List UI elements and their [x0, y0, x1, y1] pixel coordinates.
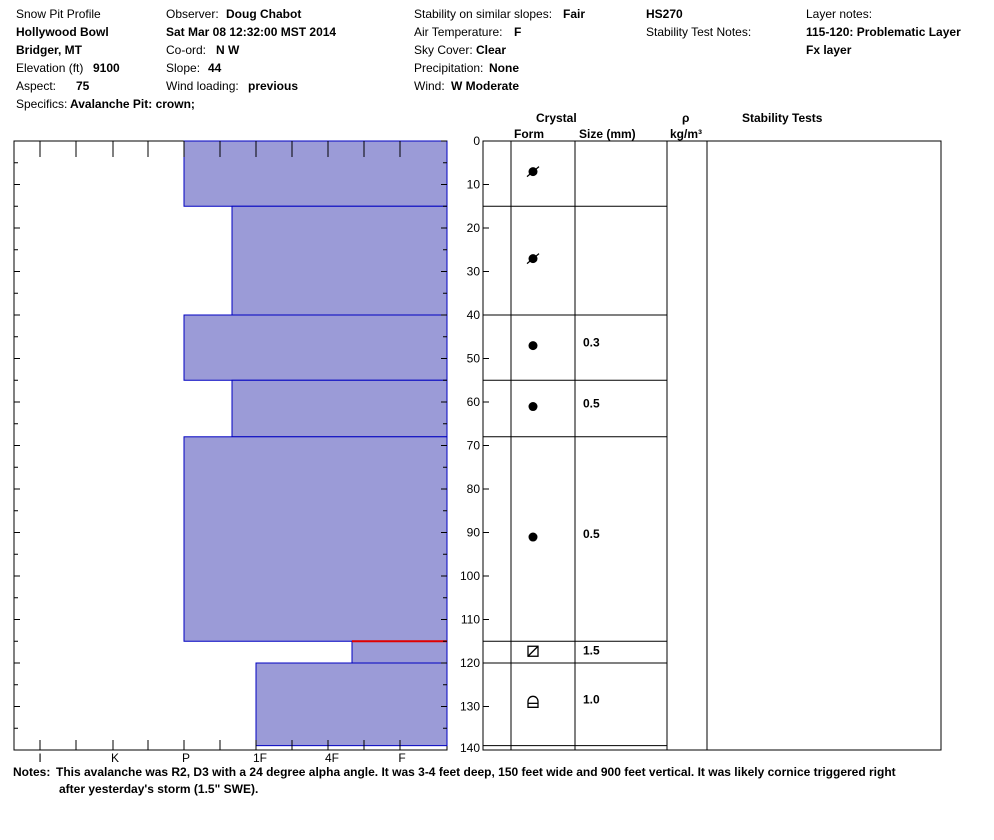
grain-size-4: 0.5 [583, 527, 600, 541]
hardness-bar-5 [351, 640, 448, 664]
air-temp-value: F [514, 25, 522, 39]
form-symbol-faceted-5 [527, 645, 539, 657]
size-header: Size (mm) [579, 127, 636, 141]
grain-size-6: 1.0 [583, 692, 600, 706]
hardness-bar-2 [183, 314, 448, 381]
hardness-label-F: F [398, 751, 405, 765]
hardness-bar-6 [255, 662, 448, 747]
table-layers: 0.3 0.5 0.5 1.5 1.0 [483, 166, 667, 747]
depth-label-40: 40 [467, 308, 481, 322]
wind-loading-value: previous [248, 79, 299, 93]
hs-value: HS270 [646, 7, 683, 21]
layer-note-1: 115-120: Problematic Layer [806, 25, 961, 39]
form-symbol-rounded-4 [528, 532, 538, 542]
slope-value: 44 [208, 61, 222, 75]
rho-header: ρ [682, 111, 690, 125]
hardness-bar-4 [183, 436, 448, 642]
hardness-label-P: P [182, 751, 190, 765]
depth-label-140: 140 [460, 741, 480, 755]
grain-size-5: 1.5 [583, 643, 600, 657]
sky-value: Clear [476, 43, 507, 57]
profile-label: Snow Pit Profile [16, 7, 101, 21]
aspect-label: Aspect: [16, 79, 57, 93]
depth-label-130: 130 [460, 700, 480, 714]
depth-label-120: 120 [460, 656, 480, 670]
elevation-label: Elevation (ft) [16, 61, 84, 75]
stability-value: Fair [563, 7, 586, 21]
form-symbol-slash-1 [526, 253, 540, 265]
depth-label-30: 30 [467, 265, 481, 279]
air-temp-label: Air Temperature: [414, 25, 503, 39]
form-symbol-rounded-3 [528, 402, 538, 412]
depth-label-10: 10 [467, 178, 481, 192]
slope-label: Slope: [166, 61, 201, 75]
depth-label-20: 20 [467, 221, 481, 235]
crystal-header: Crystal [536, 111, 577, 125]
hardness-ticks: I K P 1F 4F F [38, 141, 406, 765]
location: Hollywood Bowl [16, 25, 109, 39]
grain-size-2: 0.3 [583, 336, 600, 350]
depth-label-0: 0 [473, 134, 480, 148]
form-header: Form [514, 127, 544, 141]
observer-value: Doug Chabot [226, 7, 302, 21]
coord-value: N W [216, 43, 240, 57]
sky-label: Sky Cover: [414, 43, 473, 57]
form-symbol-slash-0 [526, 166, 540, 178]
coord-label: Co-ord: [166, 43, 207, 57]
depth-label-70: 70 [467, 439, 481, 453]
stability-notes-label: Stability Test Notes: [646, 25, 752, 39]
notes-line-2: after yesterday's storm (1.5" SWE). [59, 782, 259, 796]
density-unit-header: kg/m³ [670, 127, 703, 141]
stability-label: Stability on similar slopes: [414, 7, 553, 21]
stability-tests-header: Stability Tests [742, 111, 823, 125]
aspect-value: 75 [76, 79, 90, 93]
layer-note-2: Fx layer [806, 43, 852, 57]
depth-label-80: 80 [467, 482, 481, 496]
hardness-label-1F: 1F [253, 751, 267, 765]
wind-label: Wind: [414, 79, 445, 93]
hardness-label-I: I [38, 751, 41, 765]
hardness-label-K: K [111, 751, 119, 765]
precip-label: Precipitation: [414, 61, 484, 75]
layer-notes-label: Layer notes: [806, 7, 873, 21]
region: Bridger, MT [16, 43, 83, 57]
datetime: Sat Mar 08 12:32:00 MST 2014 [166, 25, 337, 39]
form-symbol-faceted-slash-5 [527, 645, 539, 657]
specifics-value: Avalanche Pit: crown; [70, 97, 195, 111]
depth-label-100: 100 [460, 569, 480, 583]
observer-label: Observer: [166, 7, 219, 21]
wind-loading-label: Wind loading: [166, 79, 239, 93]
depth-label-110: 110 [461, 613, 480, 627]
depth-label-90: 90 [467, 526, 481, 540]
hardness-bar-1 [231, 205, 448, 316]
precip-value: None [489, 61, 519, 75]
form-symbol-depth-hoar-6 [527, 695, 539, 708]
notes-line-1: This avalanche was R2, D3 with a 24 degr… [56, 765, 896, 779]
notes-label: Notes: [13, 765, 51, 779]
depth-label-50: 50 [467, 352, 481, 366]
hardness-bar-0 [183, 140, 448, 207]
specifics-label: Specifics: [16, 97, 68, 111]
hardness-label-4F: 4F [325, 751, 339, 765]
layer-table-frame [482, 140, 942, 751]
elevation-value: 9100 [93, 61, 120, 75]
grain-size-3: 0.5 [583, 397, 600, 411]
depth-axis: 0 10 20 30 40 50 60 70 80 90 100 110 120 130 140 [14, 134, 489, 755]
hardness-bar-3 [231, 379, 448, 438]
hardness-layers [183, 140, 448, 747]
depth-label-60: 60 [467, 395, 481, 409]
wind-value: W Moderate [451, 79, 520, 93]
form-symbol-rounded-2 [528, 341, 538, 351]
